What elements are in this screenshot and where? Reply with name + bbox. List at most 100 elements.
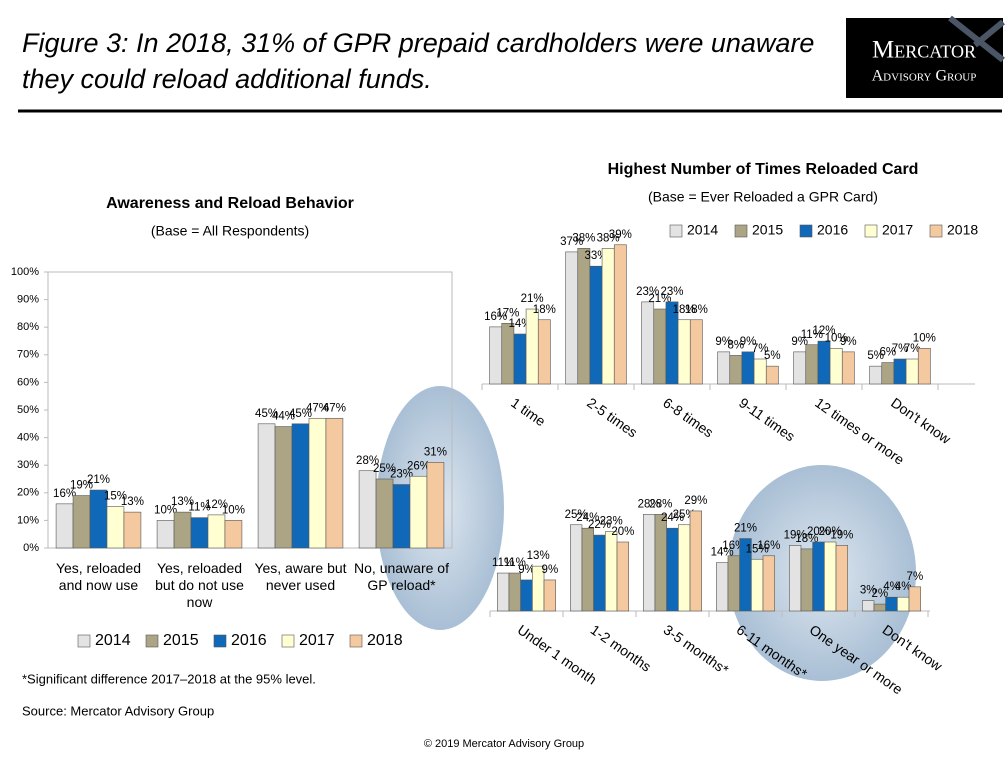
y-tick-label: 30% [17, 459, 39, 471]
x-tick-label: 3-5 months* [661, 621, 732, 678]
data-label: 18% [685, 304, 708, 316]
bar [762, 555, 776, 612]
bar [55, 503, 74, 549]
x-tick-label: Yes, reloaded and now use [55, 560, 142, 593]
legend-label: 2018 [947, 222, 978, 238]
legend-swatch [281, 634, 295, 648]
logo [846, 18, 1003, 98]
data-label: 45% [289, 408, 312, 420]
data-label: 20% [819, 526, 842, 538]
data-label: 7% [892, 343, 909, 355]
data-label: 3% [860, 585, 877, 597]
data-label: 20% [807, 526, 830, 538]
data-label: 22% [588, 519, 611, 531]
x-tick-label: 2-5 times [584, 394, 640, 440]
data-label: 9% [791, 336, 808, 348]
bar [765, 365, 779, 385]
x-tick-label: Under 1 month [515, 621, 600, 687]
data-label: 24% [576, 512, 599, 524]
data-label: 19% [830, 529, 853, 541]
bar [581, 527, 594, 612]
bar [409, 475, 428, 549]
data-label: 9% [542, 564, 559, 576]
bar [729, 355, 743, 385]
y-tick-label: 10% [17, 514, 39, 526]
bar [593, 534, 606, 612]
data-label: 15% [746, 543, 769, 555]
data-label: 16% [757, 540, 780, 552]
legend-label: 2014 [687, 222, 718, 238]
bar [520, 579, 533, 612]
legend-swatch [669, 224, 683, 238]
bar [905, 358, 919, 385]
bar [800, 548, 813, 612]
bar [885, 596, 898, 612]
data-label: 21% [87, 474, 110, 486]
data-label: 16% [484, 311, 507, 323]
legend-swatch [799, 224, 813, 238]
bar [835, 545, 849, 612]
data-label: 4% [883, 581, 900, 593]
bar [641, 301, 655, 385]
data-label: 38% [572, 232, 595, 244]
bar [642, 514, 656, 612]
bar [257, 423, 276, 549]
bar [426, 462, 445, 549]
legend-swatch [213, 634, 227, 648]
data-label: 7% [752, 343, 769, 355]
bar [689, 319, 703, 385]
bar [565, 251, 579, 385]
data-label: 5% [867, 350, 884, 362]
data-label: 5% [764, 350, 781, 362]
data-label: 17% [496, 307, 519, 319]
data-label: 10% [825, 332, 848, 344]
y-tick-label: 60% [17, 376, 39, 388]
x-tick-label: 6-8 times [660, 394, 716, 440]
legend-swatch [864, 224, 878, 238]
bar [589, 265, 603, 385]
legend-swatch [734, 224, 748, 238]
data-label: 2% [872, 588, 889, 600]
data-label: 13% [121, 496, 144, 508]
legend-label: 2015 [163, 632, 199, 649]
data-label: 8% [728, 339, 745, 351]
bar [861, 600, 875, 612]
data-label: 11% [504, 557, 526, 569]
bar [605, 531, 618, 612]
bar [496, 572, 510, 612]
chart-title: Highest Number of Times Reloaded Card [608, 161, 919, 178]
data-label: 38% [597, 232, 620, 244]
legend-label: 2018 [367, 632, 403, 649]
data-label: 13% [527, 550, 550, 562]
bar [613, 244, 627, 385]
bar [741, 351, 755, 385]
data-label: 14% [508, 318, 531, 330]
data-label: 39% [609, 229, 632, 241]
data-label: 21% [734, 523, 757, 535]
bar [489, 326, 503, 385]
data-label: 31% [424, 446, 447, 458]
bar [392, 484, 411, 549]
data-label: 11% [801, 329, 823, 341]
data-label: 28% [356, 455, 379, 467]
bar [501, 323, 515, 385]
data-label: 13% [171, 496, 194, 508]
bar [513, 333, 527, 385]
logo-mark [948, 15, 1005, 63]
y-tick-label: 100% [11, 266, 39, 278]
data-label: 24% [661, 512, 684, 524]
page-title: they could reload additional funds. [22, 64, 432, 94]
data-label: 23% [600, 516, 623, 528]
data-label: 9% [518, 564, 535, 576]
bar [817, 340, 831, 385]
data-label: 16% [53, 488, 76, 500]
x-tick-label: 9-11 times [736, 394, 798, 444]
x-tick-label: Don't know [888, 394, 954, 447]
bar [616, 541, 630, 612]
data-label: 10% [222, 504, 245, 516]
bar [788, 545, 802, 612]
bar [727, 555, 740, 612]
data-label: 4% [895, 581, 912, 593]
data-label: 47% [306, 402, 329, 414]
bar [753, 358, 767, 385]
